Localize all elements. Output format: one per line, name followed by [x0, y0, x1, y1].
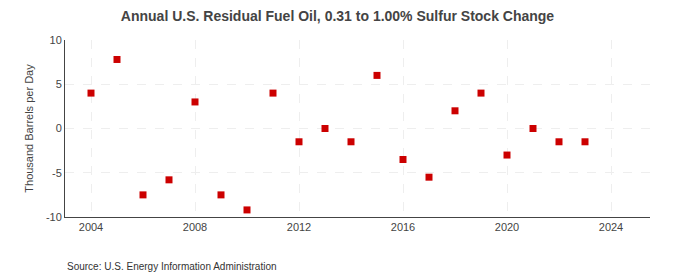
svg-text:Source: U.S. Energy Informatio: Source: U.S. Energy Information Administ… — [67, 261, 277, 272]
svg-text:10: 10 — [50, 34, 62, 46]
svg-text:2024: 2024 — [599, 221, 623, 233]
svg-text:-5: -5 — [52, 167, 62, 179]
svg-text:Thousand Barrels per Day: Thousand Barrels per Day — [23, 64, 35, 193]
svg-text:2008: 2008 — [183, 221, 207, 233]
svg-text:5: 5 — [56, 78, 62, 90]
svg-text:0: 0 — [56, 122, 62, 134]
svg-text:Annual U.S. Residual Fuel Oil,: Annual U.S. Residual Fuel Oil, 0.31 to 1… — [121, 8, 555, 24]
svg-text:2016: 2016 — [391, 221, 415, 233]
svg-text:-10: -10 — [46, 211, 62, 223]
svg-text:2012: 2012 — [287, 221, 311, 233]
svg-text:2020: 2020 — [495, 221, 519, 233]
svg-text:2004: 2004 — [79, 221, 103, 233]
